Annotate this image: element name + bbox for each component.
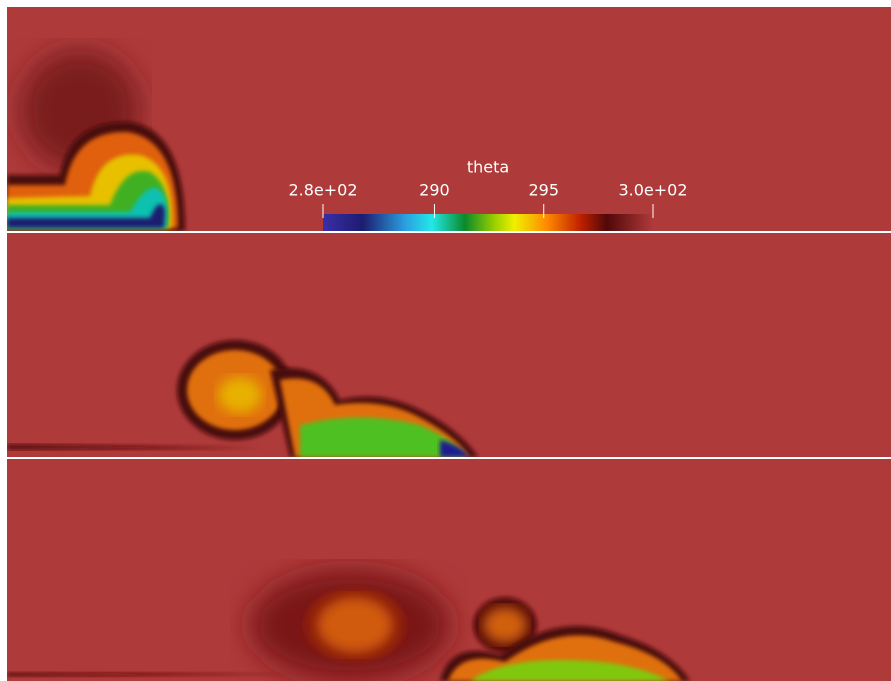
colorbar-tick-label: 295: [528, 181, 559, 200]
panel-3: [7, 459, 891, 681]
colorbar-tick-label: 290: [419, 181, 450, 200]
colorbar-gradient: [323, 214, 653, 231]
colorbar-tick-label: 3.0e+02: [618, 181, 687, 200]
panel-2: [7, 233, 891, 457]
visualization: theta 2.8e+02 290 295 3.0e+02: [0, 0, 891, 681]
colorbar-tick-label: 2.8e+02: [288, 181, 357, 200]
colorbar-title: theta: [467, 158, 509, 177]
